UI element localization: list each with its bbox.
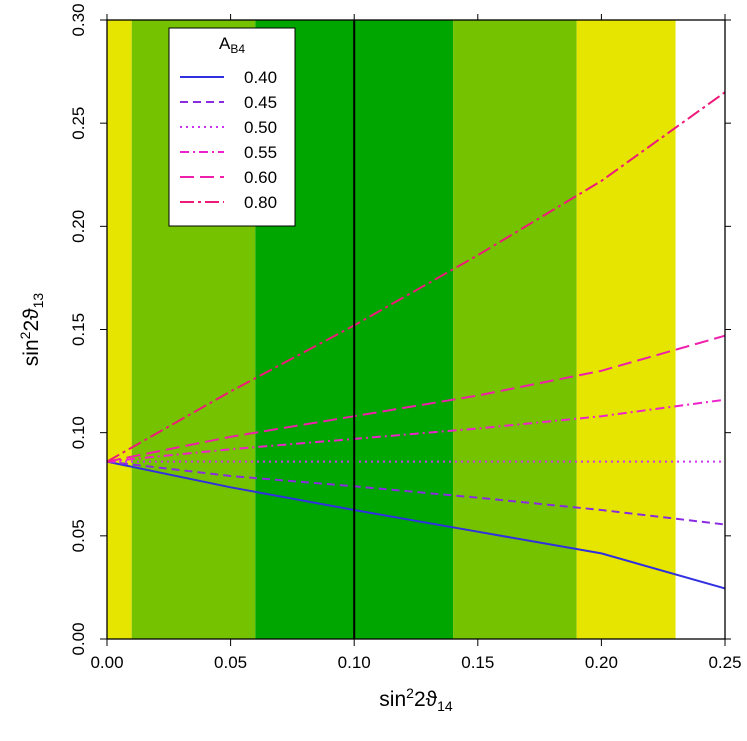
legend-title: AB4 <box>219 34 245 56</box>
x-tick-label-0: 0.00 <box>90 653 123 672</box>
legend-label-4: 0.60 <box>244 168 277 187</box>
x-axis-label-prefix: sin <box>379 688 406 711</box>
legend-label-0: 0.40 <box>244 68 277 87</box>
series-line-3 <box>106 398 726 463</box>
x-tick-label-4: 0.20 <box>585 653 618 672</box>
legend-label-3: 0.55 <box>244 143 277 162</box>
legend: AB4 0.40 0.45 0.50 0.55 0.60 0.80 <box>168 27 296 227</box>
y-tick-label-0: 0.00 <box>69 622 88 655</box>
legend-label-2: 0.50 <box>244 118 277 137</box>
legend-title-sub: B4 <box>230 42 245 56</box>
x-tick-label-3: 0.15 <box>461 653 494 672</box>
x-axis-label: sin22ϑ14 <box>379 685 453 714</box>
x-axis-label-mid: 2ϑ <box>414 688 438 711</box>
legend-label-5: 0.80 <box>244 193 277 212</box>
x-tick-label-2: 0.10 <box>338 653 371 672</box>
legend-title-main: A <box>219 34 231 53</box>
y-axis-label-sub: 13 <box>30 293 46 309</box>
legend-label-1: 0.45 <box>244 93 277 112</box>
y-axis: 0.00 0.05 0.10 0.15 0.20 0.25 0.30 <box>69 3 731 656</box>
y-tick-label-6: 0.30 <box>69 3 88 36</box>
legend-entries: 0.40 0.45 0.50 0.55 0.60 0.80 <box>180 68 277 212</box>
x-axis-label-sub: 14 <box>437 698 453 714</box>
y-tick-label-2: 0.10 <box>69 416 88 449</box>
x-tick-label-5: 0.25 <box>708 653 741 672</box>
series-lines <box>106 91 726 590</box>
x-axis: 0.00 0.05 0.10 0.15 0.20 0.25 <box>90 14 742 672</box>
series-line-4 <box>106 334 726 463</box>
y-tick-label-4: 0.20 <box>69 210 88 243</box>
y-axis-label-sup: 2 <box>17 331 33 339</box>
legend-box <box>168 27 296 227</box>
y-axis-label-mid: 2ϑ <box>20 308 43 332</box>
y-axis-label-prefix: sin <box>20 339 43 366</box>
x-axis-label-sup: 2 <box>406 685 414 701</box>
y-axis-label: sin22ϑ13 <box>17 293 46 367</box>
y-tick-label-5: 0.25 <box>69 107 88 140</box>
y-tick-label-1: 0.05 <box>69 519 88 552</box>
series-line-0 <box>106 460 726 590</box>
band-3 <box>453 20 577 639</box>
band-4 <box>576 20 676 639</box>
y-tick-label-3: 0.15 <box>69 313 88 346</box>
series-line-5 <box>106 91 726 463</box>
band-0 <box>107 20 132 639</box>
x-tick-label-1: 0.05 <box>214 653 247 672</box>
